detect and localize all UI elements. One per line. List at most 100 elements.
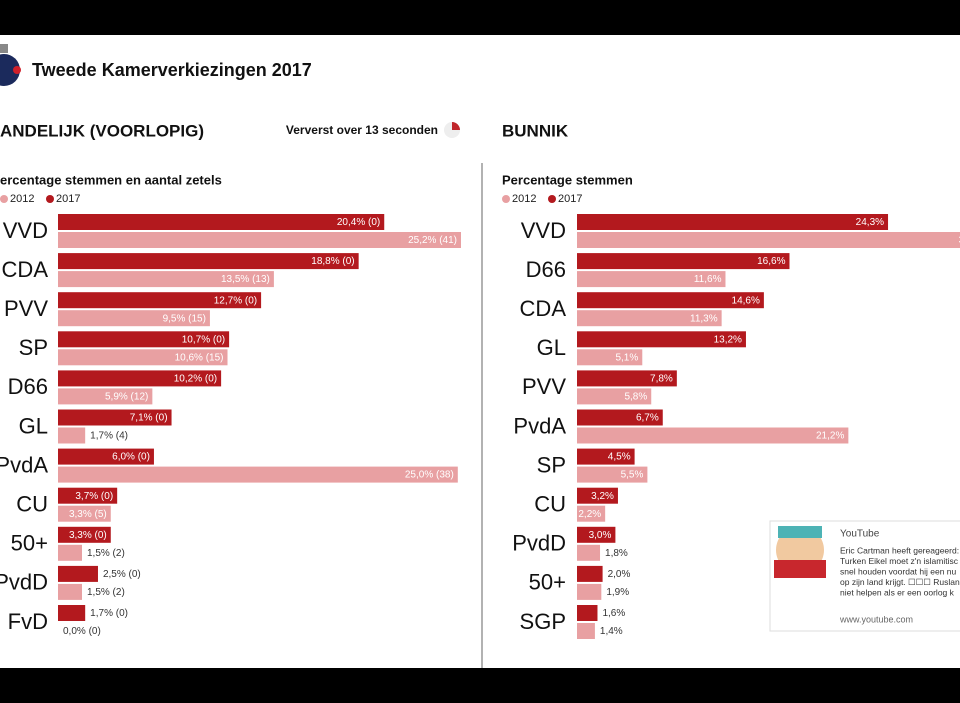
chart-title: BUNNIK: [502, 121, 569, 140]
value-label: 6,0% (0): [112, 452, 150, 463]
value-label: 2,5% (0): [103, 569, 141, 580]
category-label: PvdA: [0, 452, 48, 477]
bar: [58, 331, 230, 348]
category-label: SP: [19, 335, 48, 360]
category-label: VVD: [3, 218, 48, 243]
bar: [577, 214, 889, 230]
category-label: PVV: [522, 374, 566, 399]
avatar-hat: [778, 526, 822, 538]
category-label: CDA: [520, 296, 567, 321]
bar: [577, 232, 960, 248]
bar: [58, 310, 210, 327]
chart-title: ANDELIJK (VOORLOPIG): [0, 121, 204, 140]
category-label: CDA: [2, 257, 49, 282]
value-label: 1,7% (0): [90, 608, 128, 619]
value-label: 3,3% (5): [69, 509, 107, 520]
category-label: PvdD: [512, 531, 566, 556]
value-label: 2,2%: [578, 509, 601, 520]
value-label: 11,6%: [694, 274, 722, 285]
value-label: 1,6%: [602, 608, 625, 619]
value-label: 3,3% (0): [69, 530, 107, 541]
value-label: 10,7% (0): [182, 334, 225, 345]
bar: [577, 388, 652, 405]
bar: [58, 487, 118, 504]
legend-label: 2017: [558, 193, 582, 205]
bar: [577, 583, 602, 600]
legend-label: 2012: [10, 193, 34, 205]
legend-swatch: [0, 195, 8, 203]
value-label: 7,1% (0): [130, 413, 168, 424]
bar: [577, 292, 764, 309]
legend-swatch: [46, 195, 54, 203]
popup-line: niet helpen als er een oorlog k: [840, 587, 955, 597]
value-label: 13,5% (13): [221, 274, 270, 285]
bar: [577, 466, 648, 483]
value-label: 0,0% (0): [63, 626, 101, 637]
popup-line: Turken Eikel moet z'n islamitisc: [840, 556, 959, 566]
legend-label: 2017: [56, 193, 80, 205]
value-label: 3,2%: [591, 491, 614, 502]
bar: [577, 331, 746, 348]
category-label: 50+: [529, 570, 566, 595]
category-label: VVD: [521, 218, 566, 243]
category-label: 50+: [11, 531, 48, 556]
value-label: 1,5% (2): [87, 587, 125, 598]
category-label: CU: [534, 492, 566, 517]
bar: [577, 370, 677, 387]
close-icon[interactable]: [0, 44, 8, 53]
bar: [577, 448, 635, 465]
value-label: 13,2%: [714, 334, 742, 345]
bar: [58, 448, 154, 465]
bar: [577, 565, 603, 582]
bar: [58, 370, 222, 387]
value-label: 3,0%: [589, 530, 612, 541]
bar: [577, 427, 849, 444]
value-label: 5,9% (12): [105, 392, 148, 403]
bar: [58, 583, 82, 600]
bar: [58, 214, 385, 230]
youtube-popup[interactable]: YouTube www.youtube.com Eric Cartman hee…: [769, 520, 960, 632]
value-label: 20,4% (0): [337, 217, 380, 228]
bar: [58, 544, 82, 561]
popup-line: snel houden voordat hij een nu: [840, 566, 957, 576]
bar: [58, 271, 274, 288]
legend-swatch: [548, 195, 556, 203]
bar: [58, 253, 359, 270]
bar: [58, 526, 111, 543]
value-label: 21,2%: [816, 431, 844, 442]
value-label: 10,6% (15): [175, 352, 224, 363]
chart-subtitle: ercentage stemmen en aantal zetels: [0, 172, 222, 187]
value-label: 2,0%: [608, 569, 631, 580]
bar: [577, 409, 663, 426]
bar: [58, 565, 98, 582]
bar: [58, 605, 86, 621]
value-label: 6,7%: [636, 413, 659, 424]
category-label: PVV: [4, 296, 48, 321]
legend-label: 2012: [512, 193, 536, 205]
category-label: D66: [8, 374, 48, 399]
popup-line: Eric Cartman heeft gereageerd:: [840, 545, 959, 555]
value-label: 10,2% (0): [174, 374, 217, 385]
logo-dot: [13, 66, 21, 74]
category-label: D66: [526, 257, 566, 282]
value-label: 1,8%: [605, 548, 628, 559]
bar: [577, 487, 618, 504]
bar: [58, 388, 153, 405]
bar: [577, 526, 616, 543]
avatar-shirt: [774, 560, 826, 578]
chart-subtitle: Percentage stemmen: [502, 172, 633, 187]
category-label: GL: [19, 413, 48, 438]
bar: [58, 466, 458, 483]
bar: [58, 427, 86, 444]
page-title: Tweede Kamerverkiezingen 2017: [32, 60, 312, 80]
value-label: 24,3%: [856, 217, 884, 228]
value-label: 7,8%: [650, 374, 673, 385]
category-label: SP: [537, 452, 566, 477]
value-label: 1,4%: [600, 626, 623, 637]
value-label: 1,9%: [606, 587, 629, 598]
category-label: PvdD: [0, 570, 48, 595]
value-label: 25,0% (38): [405, 470, 454, 481]
bar: [577, 605, 598, 621]
value-label: 18,8% (0): [311, 256, 354, 267]
